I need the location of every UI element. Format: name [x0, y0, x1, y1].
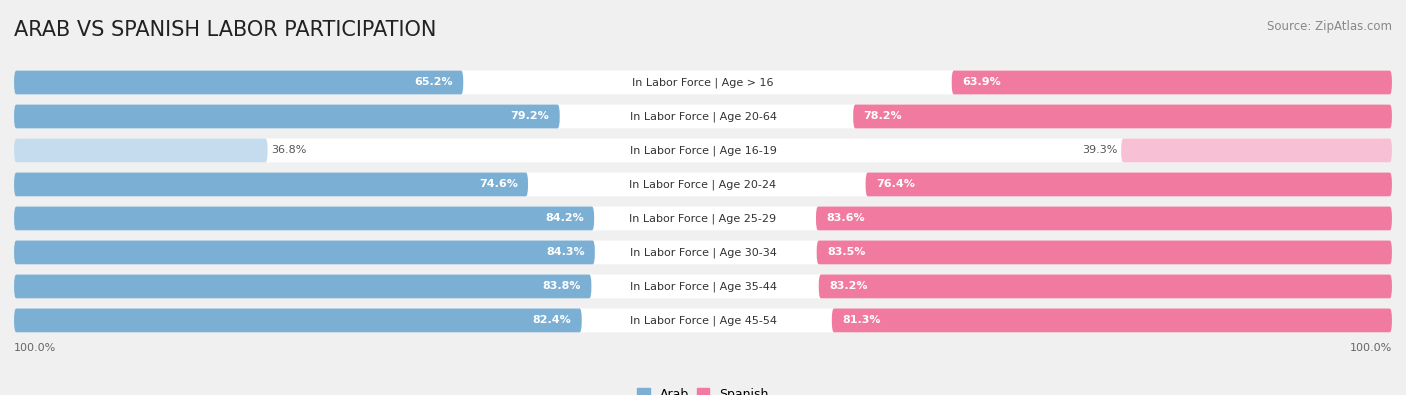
Text: In Labor Force | Age 20-64: In Labor Force | Age 20-64	[630, 111, 776, 122]
FancyBboxPatch shape	[14, 173, 1392, 196]
Text: 84.2%: 84.2%	[546, 213, 583, 224]
FancyBboxPatch shape	[14, 207, 1392, 230]
Text: 82.4%: 82.4%	[533, 316, 571, 325]
FancyBboxPatch shape	[952, 71, 1392, 94]
FancyBboxPatch shape	[14, 105, 1392, 128]
FancyBboxPatch shape	[14, 139, 267, 162]
Text: 78.2%: 78.2%	[863, 111, 903, 122]
FancyBboxPatch shape	[14, 308, 582, 332]
Text: 39.3%: 39.3%	[1083, 145, 1118, 156]
FancyBboxPatch shape	[14, 275, 1392, 298]
Text: 79.2%: 79.2%	[510, 111, 550, 122]
FancyBboxPatch shape	[815, 207, 1392, 230]
Text: 65.2%: 65.2%	[415, 77, 453, 87]
Text: 83.2%: 83.2%	[830, 281, 868, 292]
Text: 84.3%: 84.3%	[546, 247, 585, 258]
Text: In Labor Force | Age 35-44: In Labor Force | Age 35-44	[630, 281, 776, 292]
FancyBboxPatch shape	[14, 71, 463, 94]
FancyBboxPatch shape	[14, 308, 1392, 332]
Text: In Labor Force | Age 30-34: In Labor Force | Age 30-34	[630, 247, 776, 258]
FancyBboxPatch shape	[1121, 139, 1392, 162]
FancyBboxPatch shape	[866, 173, 1392, 196]
Text: 100.0%: 100.0%	[14, 342, 56, 353]
Text: 74.6%: 74.6%	[479, 179, 517, 190]
Text: In Labor Force | Age 45-54: In Labor Force | Age 45-54	[630, 315, 776, 325]
FancyBboxPatch shape	[14, 71, 1392, 94]
Text: 63.9%: 63.9%	[962, 77, 1001, 87]
Text: Source: ZipAtlas.com: Source: ZipAtlas.com	[1267, 20, 1392, 33]
Text: 76.4%: 76.4%	[876, 179, 915, 190]
FancyBboxPatch shape	[817, 241, 1392, 264]
FancyBboxPatch shape	[832, 308, 1392, 332]
FancyBboxPatch shape	[14, 207, 595, 230]
Legend: Arab, Spanish: Arab, Spanish	[633, 383, 773, 395]
FancyBboxPatch shape	[14, 241, 1392, 264]
FancyBboxPatch shape	[14, 173, 529, 196]
Text: 36.8%: 36.8%	[271, 145, 307, 156]
FancyBboxPatch shape	[14, 275, 592, 298]
Text: 83.6%: 83.6%	[827, 213, 865, 224]
Text: 100.0%: 100.0%	[1350, 342, 1392, 353]
FancyBboxPatch shape	[14, 105, 560, 128]
Text: In Labor Force | Age > 16: In Labor Force | Age > 16	[633, 77, 773, 88]
Text: ARAB VS SPANISH LABOR PARTICIPATION: ARAB VS SPANISH LABOR PARTICIPATION	[14, 20, 436, 40]
Text: In Labor Force | Age 20-24: In Labor Force | Age 20-24	[630, 179, 776, 190]
FancyBboxPatch shape	[853, 105, 1392, 128]
Text: 83.5%: 83.5%	[827, 247, 865, 258]
Text: 83.8%: 83.8%	[543, 281, 581, 292]
Text: 81.3%: 81.3%	[842, 316, 880, 325]
FancyBboxPatch shape	[14, 139, 1392, 162]
FancyBboxPatch shape	[14, 241, 595, 264]
FancyBboxPatch shape	[818, 275, 1392, 298]
Text: In Labor Force | Age 25-29: In Labor Force | Age 25-29	[630, 213, 776, 224]
Text: In Labor Force | Age 16-19: In Labor Force | Age 16-19	[630, 145, 776, 156]
